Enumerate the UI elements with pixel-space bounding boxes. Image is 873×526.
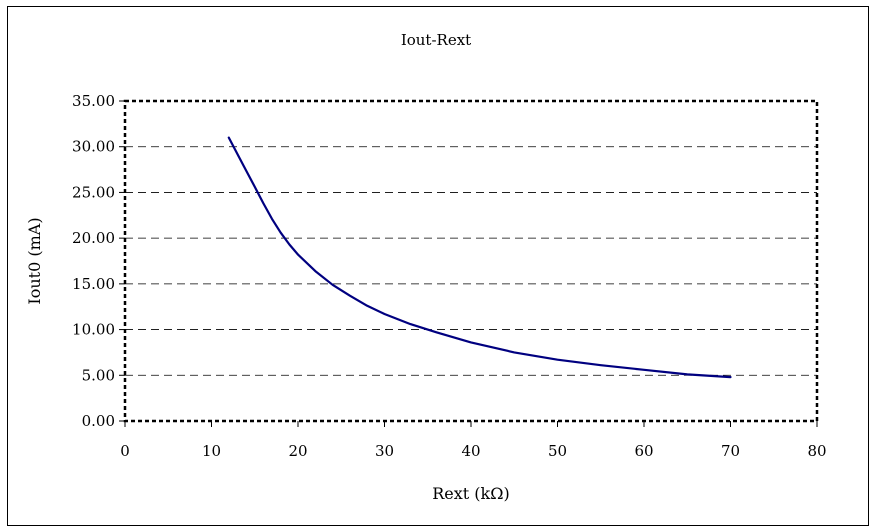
x-axis-ticks: 0 10 20 30 40 50 60 70 80 — [120, 421, 827, 460]
series-line — [227, 136, 732, 379]
plot-area-border — [123, 99, 819, 423]
y-tick-label: 10.00 — [72, 321, 115, 339]
line-chart: 0.00 5.00 10.00 15.00 20.00 25.00 30.00 35.00 0… — [25, 31, 827, 503]
y-tick-label: 0.00 — [82, 412, 115, 430]
y-axis-label: Iout0 (mA) — [25, 217, 44, 304]
y-axis-ticks: 0.00 5.00 10.00 15.00 20.00 25.00 30.00 35.00 — [72, 92, 125, 430]
x-tick-label: 10 — [202, 442, 221, 460]
y-tick-label: 30.00 — [72, 138, 115, 156]
x-tick-label: 70 — [721, 442, 740, 460]
series-group — [227, 136, 732, 379]
grid-lines — [125, 146, 817, 376]
y-tick-label: 5.00 — [82, 366, 115, 384]
x-tick-label: 40 — [461, 442, 480, 460]
x-tick-label: 80 — [807, 442, 826, 460]
x-axis-label: Rext (kΩ) — [432, 484, 510, 503]
y-tick-label: 25.00 — [72, 183, 115, 201]
y-tick-label: 20.00 — [72, 229, 115, 247]
x-tick-label: 20 — [288, 442, 307, 460]
chart-title: Iout-Rext — [401, 31, 471, 49]
chart-frame — [7, 6, 869, 526]
y-tick-label: 15.00 — [72, 275, 115, 293]
y-tick-label: 35.00 — [72, 92, 115, 110]
x-tick-label: 60 — [634, 442, 653, 460]
x-tick-label: 50 — [548, 442, 567, 460]
x-tick-label: 30 — [375, 442, 394, 460]
x-tick-label: 0 — [120, 442, 130, 460]
